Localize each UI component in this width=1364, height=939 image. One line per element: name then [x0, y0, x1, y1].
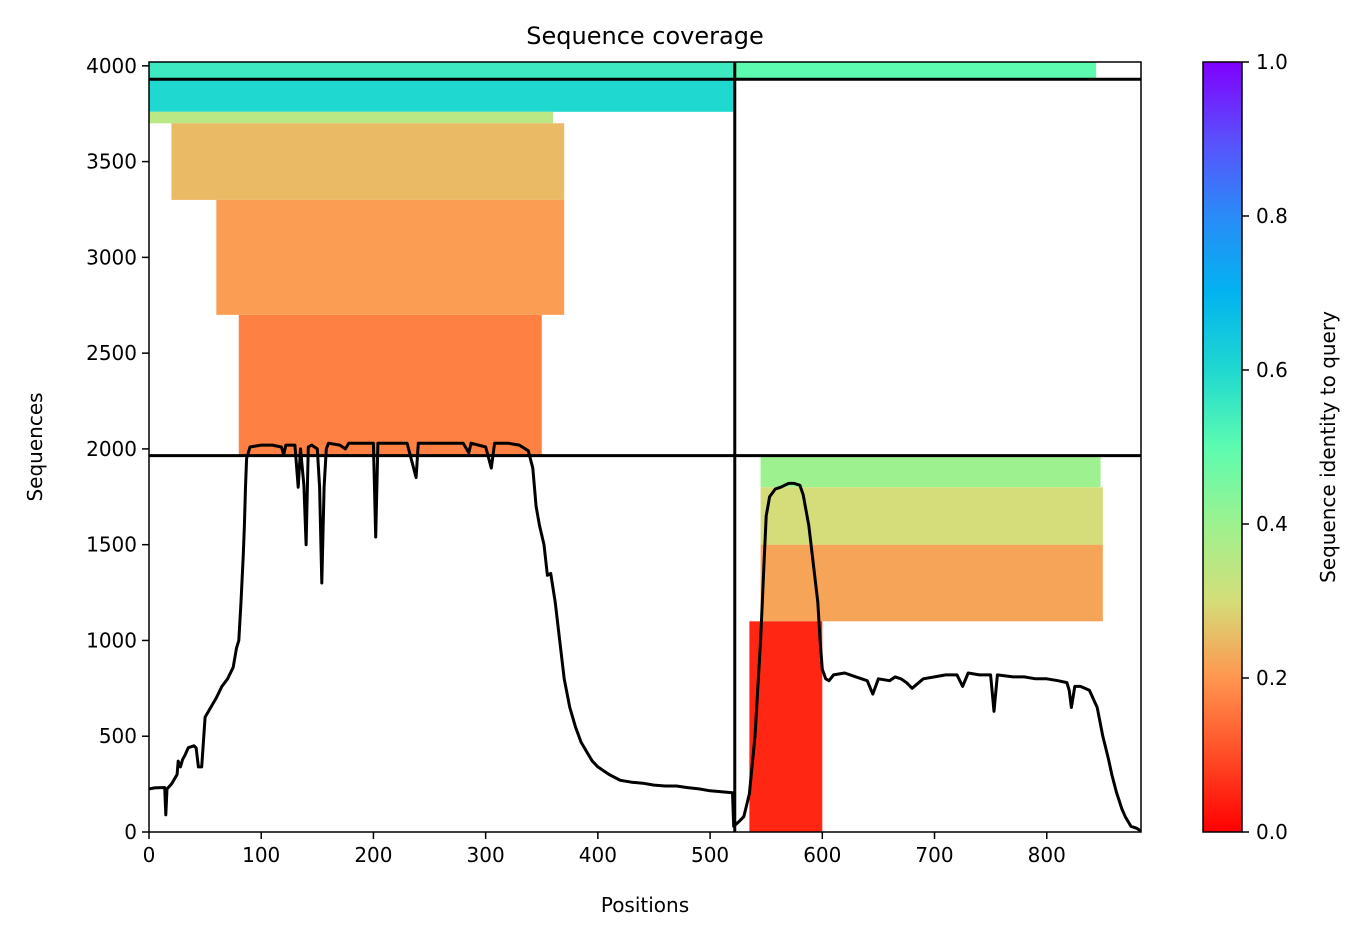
plot-frame: [148, 61, 1142, 833]
coverage-block-1: [149, 79, 735, 112]
coverage-blocks: [149, 62, 1103, 832]
y-tick-label: 3000: [86, 245, 137, 269]
y-tick-label: 2000: [86, 437, 137, 461]
coverage-line: [149, 441, 1141, 832]
x-tick-label: 400: [579, 843, 617, 867]
colorbar-label: Sequence identity to query: [1316, 311, 1340, 583]
y-tick-label: 2500: [86, 341, 137, 365]
colorbar-tick-label: 0.2: [1256, 666, 1288, 690]
boundary-lines: [149, 62, 1141, 832]
coverage-block-8: [760, 487, 1103, 545]
y-tick-label: 3500: [86, 150, 137, 174]
colorbar-tick-label: 0.0: [1256, 820, 1288, 844]
x-axis-label: Positions: [601, 893, 689, 917]
colorbar: [1202, 61, 1243, 833]
x-tick-label: 500: [691, 843, 729, 867]
x-tick-label: 200: [354, 843, 392, 867]
chart-title: Sequence coverage: [526, 22, 763, 50]
y-tick-label: 4000: [86, 54, 137, 78]
x-tick-label: 100: [242, 843, 280, 867]
coverage-block-7: [760, 455, 1101, 488]
colorbar-ticks: 0.0 0.2 0.4 0.6 0.8 1.0: [1242, 50, 1288, 844]
coverage-block-3: [171, 123, 565, 200]
colorbar-tick-label: 0.4: [1256, 512, 1288, 536]
colorbar-tick-label: 0.8: [1256, 204, 1288, 228]
coverage-block-2: [149, 111, 553, 124]
coverage-block-10: [749, 621, 823, 832]
coverage-block-4: [216, 199, 565, 315]
y-tick-label: 500: [99, 724, 137, 748]
colorbar-tick-label: 0.6: [1256, 358, 1288, 382]
x-tick-label: 800: [1028, 843, 1066, 867]
coverage-block-6: [734, 62, 1097, 80]
y-axis-ticks: 0 500 1000 1500 2000 2500 3000 3500 4000: [86, 54, 149, 844]
colorbar-tick-label: 1.0: [1256, 50, 1288, 74]
y-axis-label: Sequences: [23, 392, 47, 501]
y-tick-label: 1000: [86, 628, 137, 652]
y-tick-label: 1500: [86, 533, 137, 557]
x-tick-label: 600: [803, 843, 841, 867]
x-tick-label: 700: [915, 843, 953, 867]
x-tick-label: 0: [143, 843, 156, 867]
coverage-block-0: [149, 62, 735, 80]
x-axis-ticks: 0 100 200 300 400 500 600 700 800: [143, 832, 1066, 867]
x-tick-label: 300: [467, 843, 505, 867]
coverage-block-5: [238, 314, 542, 456]
y-tick-label: 0: [124, 820, 137, 844]
